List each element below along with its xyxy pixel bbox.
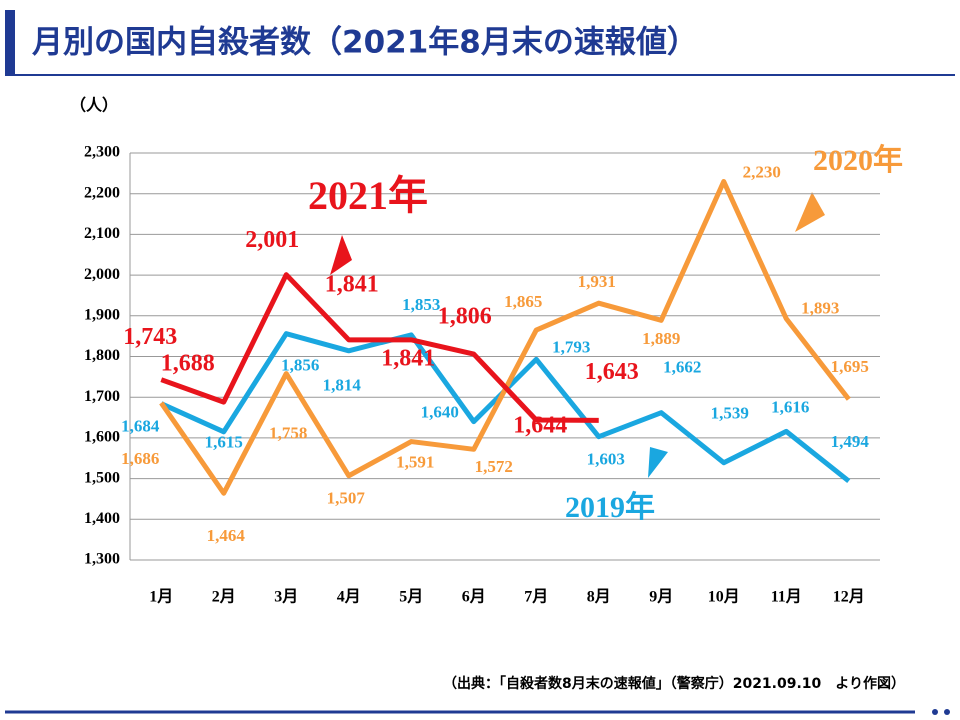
data-label: 1,644: [513, 412, 567, 438]
x-tick-label: 7月: [524, 588, 548, 606]
x-tick-label: 9月: [649, 588, 673, 606]
data-label: 1,494: [831, 432, 870, 451]
data-label: 1,507: [327, 489, 366, 508]
x-tick-label: 6月: [462, 588, 486, 606]
data-label: 1,793: [552, 337, 590, 356]
data-label: 1,464: [207, 526, 246, 545]
x-tick-label: 8月: [587, 588, 611, 606]
x-tick-label: 11月: [771, 588, 802, 606]
footer-dot: [932, 709, 938, 715]
title-bar: [5, 10, 15, 74]
legend-pointer: [330, 235, 352, 275]
data-label: 1,572: [475, 457, 513, 476]
data-label: 1,758: [269, 424, 307, 443]
data-label: 2,230: [743, 162, 781, 181]
data-label: 1,893: [801, 299, 839, 318]
data-label: 1,841: [381, 345, 435, 371]
y-tick-label: 1,400: [84, 510, 120, 527]
data-label: 1,684: [121, 417, 160, 436]
data-label: 1,856: [281, 356, 319, 375]
data-label: 1,889: [642, 329, 680, 348]
y-tick-label: 1,800: [84, 347, 120, 364]
data-label: 1,603: [587, 450, 625, 469]
y-tick-label: 1,600: [84, 429, 120, 446]
source-note: （出典：「自殺者数8月末の速報値」（警察庁）2021.09.10 より作図）: [443, 675, 905, 692]
data-label: 1,743: [123, 324, 177, 350]
data-label: 1,640: [421, 403, 459, 422]
data-label: 1,931: [578, 272, 616, 291]
x-tick-label: 10月: [708, 588, 740, 606]
footer-dot: [944, 709, 950, 715]
legend-pointer: [795, 192, 825, 232]
data-label: 1,853: [402, 295, 440, 314]
y-tick-label: 2,200: [84, 184, 120, 201]
y-tick-label: 2,100: [84, 225, 120, 242]
data-label: 1,616: [771, 397, 809, 416]
data-label: 1,865: [504, 292, 542, 311]
data-label: 1,806: [438, 304, 492, 330]
data-label: 1,643: [585, 359, 639, 385]
legend-pointer: [648, 447, 668, 478]
x-tick-label: 5月: [399, 588, 423, 606]
data-label: 1,688: [161, 351, 215, 377]
data-label: 1,814: [323, 376, 362, 395]
legend-label: 2021年: [308, 173, 428, 218]
data-label: 1,695: [831, 357, 869, 376]
data-label: 1,591: [396, 452, 434, 471]
y-tick-label: 2,000: [84, 266, 120, 283]
data-label: 2,001: [245, 227, 299, 253]
y-tick-label: 2,300: [84, 144, 120, 161]
y-axis-label: （人）: [70, 96, 118, 115]
legend-label: 2020年: [813, 144, 903, 177]
legend-label: 2019年: [565, 491, 655, 524]
chart-title: 月別の国内自殺者数（2021年8月末の速報値）: [32, 25, 698, 61]
x-tick-label: 2月: [212, 588, 236, 606]
x-tick-label: 3月: [274, 588, 298, 606]
data-label: 1,662: [663, 358, 701, 377]
y-tick-label: 1,500: [84, 469, 120, 486]
series-line: [160, 272, 599, 423]
y-tick-label: 1,300: [84, 551, 120, 568]
y-tick-label: 1,700: [84, 388, 120, 405]
x-tick-label: 1月: [149, 588, 173, 606]
data-label: 1,686: [121, 449, 159, 468]
x-tick-label: 4月: [337, 588, 361, 606]
data-label: 1,841: [325, 271, 379, 297]
data-label: 1,539: [711, 404, 749, 423]
x-tick-label: 12月: [833, 588, 865, 606]
y-tick-label: 1,900: [84, 306, 120, 323]
data-label: 1,615: [205, 433, 243, 452]
